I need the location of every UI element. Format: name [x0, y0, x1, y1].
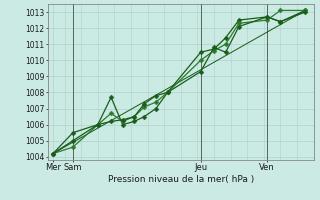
X-axis label: Pression niveau de la mer( hPa ): Pression niveau de la mer( hPa ) — [108, 175, 254, 184]
